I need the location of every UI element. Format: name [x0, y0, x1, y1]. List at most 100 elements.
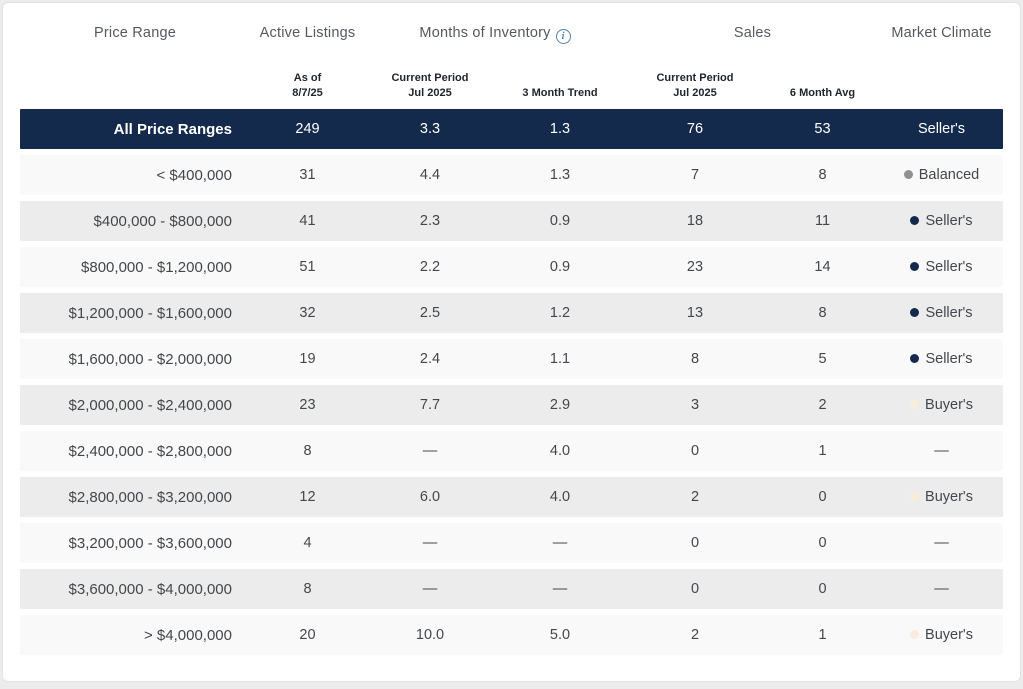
market-climate-value: Buyer's: [880, 397, 1003, 414]
subheader-as-of: As of 8/7/25: [292, 72, 323, 100]
table-row[interactable]: All Price Ranges 249 3.3 1.3 76 53 Seller's: [20, 109, 1003, 149]
active-listings-value: 41: [299, 213, 316, 229]
inventory-trend-value: 5.0: [549, 627, 571, 643]
sales-current-value: 76: [686, 121, 704, 137]
climate-dot-icon: [910, 262, 920, 272]
table-row[interactable]: $1,600,000 - $2,000,000 19 2.4 1.1 8 5 Seller'…: [20, 339, 1003, 379]
info-icon[interactable]: i: [555, 29, 571, 44]
inventory-trend-value: 0.9: [549, 213, 571, 229]
sales-current-value: 23: [686, 259, 704, 275]
sales-6-month-avg-value: 8: [818, 167, 827, 183]
climate-dot-icon: [910, 630, 920, 640]
table-row[interactable]: $3,200,000 - $3,600,000 4 — — 0 0 —: [20, 523, 1003, 563]
market-climate-value: Buyer's: [880, 489, 1003, 506]
climate-dot-icon: [903, 170, 913, 180]
table-row[interactable]: $3,600,000 - $4,000,000 8 — — 0 0 —: [20, 569, 1003, 609]
inventory-trend-value: 1.3: [549, 167, 571, 183]
sales-6-month-avg-value: 2: [818, 397, 827, 413]
climate-dot-icon: [910, 216, 920, 226]
market-climate-value: —: [880, 581, 1003, 597]
price-range-label: $2,800,000 - $3,200,000: [68, 488, 232, 506]
inventory-trend-value: 0.9: [549, 259, 571, 275]
sales-6-month-avg-value: 14: [814, 259, 831, 275]
climate-label: Seller's: [925, 258, 973, 275]
inventory-trend-value: —: [552, 581, 568, 597]
climate-label: —: [934, 581, 949, 597]
table-row[interactable]: $400,000 - $800,000 41 2.3 0.9 18 11 Seller's: [20, 201, 1003, 241]
climate-label: Balanced: [918, 166, 980, 183]
sales-6-month-avg-value: 53: [814, 121, 831, 137]
inventory-current-value: —: [422, 443, 438, 459]
inventory-current-value: 4.4: [419, 167, 441, 183]
active-listings-value: 51: [299, 259, 316, 275]
climate-dot-icon: [910, 354, 920, 364]
price-range-label: $1,200,000 - $1,600,000: [68, 304, 232, 322]
climate-label: —: [934, 443, 949, 459]
active-listings-value: 12: [299, 489, 316, 505]
price-range-label: $3,600,000 - $4,000,000: [68, 580, 232, 598]
active-listings-value: 8: [303, 443, 312, 459]
inventory-current-value: 2.3: [419, 213, 441, 229]
inventory-current-value: 2.2: [419, 259, 441, 275]
column-header-active-listings: Active Listings: [259, 25, 356, 41]
table-header-row: Price Range Active Listings Months of In…: [20, 3, 1003, 65]
table-row[interactable]: $1,200,000 - $1,600,000 32 2.5 1.2 13 8 Seller…: [20, 293, 1003, 333]
sales-6-month-avg-value: 0: [818, 535, 827, 551]
sales-6-month-avg-value: 1: [818, 443, 827, 459]
price-range-label: < $400,000: [156, 166, 233, 184]
inventory-trend-value: 4.0: [549, 443, 571, 459]
inventory-current-value: 2.4: [419, 351, 441, 367]
climate-label: Seller's: [917, 121, 966, 137]
climate-dot-icon: [910, 492, 920, 502]
table-row[interactable]: $2,400,000 - $2,800,000 8 — 4.0 0 1 —: [20, 431, 1003, 471]
inventory-current-value: —: [422, 581, 438, 597]
price-range-label: $3,200,000 - $3,600,000: [68, 534, 232, 552]
subheader-sales-current-period: Current Period Jul 2025: [656, 72, 734, 100]
table-row[interactable]: $800,000 - $1,200,000 51 2.2 0.9 23 14 Seller'…: [20, 247, 1003, 287]
sales-current-value: 18: [686, 213, 704, 229]
market-climate-value: —: [880, 535, 1003, 551]
table-row[interactable]: > $4,000,000 20 10.0 5.0 2 1 Buyer's: [20, 615, 1003, 655]
inventory-current-value: 6.0: [419, 489, 441, 505]
sales-current-value: 13: [686, 305, 704, 321]
price-range-label: $400,000 - $800,000: [93, 212, 232, 230]
inventory-trend-value: 4.0: [549, 489, 571, 505]
inventory-trend-value: —: [552, 535, 568, 551]
market-climate-value: Buyer's: [880, 627, 1003, 644]
climate-label: Seller's: [925, 350, 973, 367]
subheader-6-month-avg: 6 Month Avg: [789, 87, 856, 100]
inventory-trend-value: 1.2: [549, 305, 571, 321]
price-range-label: $800,000 - $1,200,000: [81, 258, 232, 276]
active-listings-value: 19: [299, 351, 316, 367]
table-body: All Price Ranges 249 3.3 1.3 76 53 Seller's < $…: [20, 109, 1003, 655]
market-climate-value: Seller's: [880, 259, 1003, 276]
sales-current-value: 0: [690, 535, 700, 551]
column-header-price-range: Price Range: [94, 25, 176, 41]
sales-6-month-avg-value: 11: [814, 213, 831, 229]
climate-label: Seller's: [925, 212, 973, 229]
inventory-current-value: 2.5: [419, 305, 441, 321]
inventory-trend-value: 1.3: [549, 121, 571, 137]
climate-label: Buyer's: [925, 488, 973, 505]
active-listings-value: 8: [303, 581, 312, 597]
market-climate-value: Seller's: [880, 351, 1003, 368]
inventory-current-value: —: [422, 535, 438, 551]
table-subheader-row: As of 8/7/25 Current Period Jul 2025 3 M…: [20, 65, 1003, 109]
sales-current-value: 8: [690, 351, 700, 367]
months-of-inventory-label: Months of Inventory: [419, 25, 551, 41]
sales-6-month-avg-value: 5: [818, 351, 827, 367]
market-climate-value: Seller's: [880, 305, 1003, 322]
table-row[interactable]: $2,800,000 - $3,200,000 12 6.0 4.0 2 0 Buyer's: [20, 477, 1003, 517]
active-listings-value: 4: [303, 535, 312, 551]
table-row[interactable]: $2,000,000 - $2,400,000 23 7.7 2.9 3 2 Buyer's: [20, 385, 1003, 425]
active-listings-value: 249: [295, 121, 320, 137]
sales-6-month-avg-value: 0: [818, 581, 827, 597]
sales-current-value: 0: [690, 443, 700, 459]
table-row[interactable]: < $400,000 31 4.4 1.3 7 8 Balanced: [20, 155, 1003, 195]
active-listings-value: 32: [299, 305, 316, 321]
climate-label: Seller's: [925, 304, 973, 321]
sales-6-month-avg-value: 8: [818, 305, 827, 321]
market-climate-value: Balanced: [880, 167, 1003, 184]
price-range-label: > $4,000,000: [143, 626, 232, 644]
